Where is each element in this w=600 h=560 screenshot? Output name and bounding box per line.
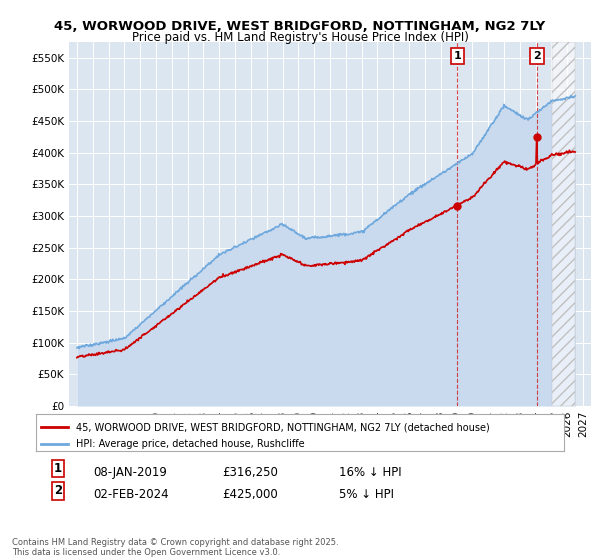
Text: 02-FEB-2024: 02-FEB-2024 [93, 488, 169, 501]
Text: 2: 2 [533, 51, 541, 61]
Text: 45, WORWOOD DRIVE, WEST BRIDGFORD, NOTTINGHAM, NG2 7LY: 45, WORWOOD DRIVE, WEST BRIDGFORD, NOTTI… [55, 20, 545, 32]
Text: 08-JAN-2019: 08-JAN-2019 [93, 466, 167, 479]
Text: 5% ↓ HPI: 5% ↓ HPI [339, 488, 394, 501]
Text: 2: 2 [54, 484, 62, 497]
Text: £316,250: £316,250 [222, 466, 278, 479]
Text: 45, WORWOOD DRIVE, WEST BRIDGFORD, NOTTINGHAM, NG2 7LY (detached house): 45, WORWOOD DRIVE, WEST BRIDGFORD, NOTTI… [76, 422, 490, 432]
Text: HPI: Average price, detached house, Rushcliffe: HPI: Average price, detached house, Rush… [76, 438, 304, 449]
Text: Contains HM Land Registry data © Crown copyright and database right 2025.
This d: Contains HM Land Registry data © Crown c… [12, 538, 338, 557]
Text: 1: 1 [454, 51, 461, 61]
Text: £425,000: £425,000 [222, 488, 278, 501]
Text: 16% ↓ HPI: 16% ↓ HPI [339, 466, 401, 479]
Text: 1: 1 [54, 462, 62, 475]
Text: Price paid vs. HM Land Registry's House Price Index (HPI): Price paid vs. HM Land Registry's House … [131, 31, 469, 44]
